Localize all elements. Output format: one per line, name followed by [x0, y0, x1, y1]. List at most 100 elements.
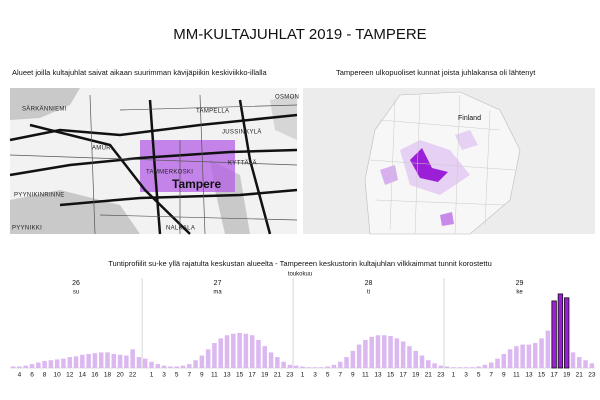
x-tick-label: 23 — [286, 372, 294, 379]
bar — [155, 364, 161, 368]
map-label: NALKALA — [166, 226, 195, 232]
x-tick-label: 20 — [116, 372, 124, 379]
bar — [86, 353, 91, 368]
x-tick-label: 11 — [513, 372, 520, 379]
day-label: 27 — [214, 280, 222, 287]
x-tick-label: 21 — [274, 372, 282, 379]
bar — [551, 300, 557, 369]
x-tick-label: 22 — [129, 372, 137, 379]
bar — [54, 359, 60, 368]
bar — [168, 366, 173, 368]
bar — [218, 338, 223, 368]
bar — [514, 346, 519, 368]
map-label: PYYNIKINRINNE — [14, 193, 65, 199]
bar — [174, 366, 179, 368]
bar — [337, 361, 343, 368]
bar — [501, 353, 507, 368]
bar — [249, 335, 255, 368]
bar — [256, 339, 261, 368]
bar — [577, 357, 582, 368]
x-tick-label: 23 — [437, 372, 445, 379]
page-title: MM-KULTAJUHLAT 2019 - TAMPERE — [173, 26, 426, 43]
bar — [67, 357, 73, 368]
bar — [545, 330, 551, 368]
bar — [451, 367, 456, 368]
map-label: PYYNIKKI — [12, 226, 42, 232]
bar — [344, 357, 349, 368]
bar — [205, 349, 211, 368]
bar — [463, 367, 469, 368]
map-label: OSMON — [275, 95, 299, 101]
x-tick-label: 11 — [211, 372, 218, 379]
x-tick-label: 12 — [66, 372, 74, 379]
bar — [394, 338, 400, 368]
bar — [444, 366, 450, 368]
bar — [306, 367, 312, 368]
bar — [507, 349, 513, 368]
bar — [10, 366, 16, 368]
x-tick-label: 9 — [351, 372, 355, 379]
bar — [275, 357, 280, 368]
weekday-label: ke — [516, 290, 523, 296]
bar — [136, 357, 142, 368]
x-tick-label: 6 — [30, 372, 34, 379]
x-tick-label: 21 — [576, 372, 584, 379]
x-tick-label: 19 — [261, 372, 269, 379]
bar — [193, 360, 198, 368]
x-tick-label: 15 — [236, 372, 244, 379]
bar — [293, 365, 299, 368]
bar — [105, 352, 110, 368]
bar — [212, 343, 217, 368]
x-tick-label: 16 — [91, 372, 99, 379]
bar — [388, 336, 393, 368]
x-tick-label: 5 — [477, 372, 481, 379]
x-tick-label: 17 — [249, 372, 257, 379]
city-map: SÄRKÄNNIEMI TAMPELLA OSMON JUSSINKYLÄ AM… — [9, 88, 299, 235]
x-tick-label: 8 — [43, 372, 47, 379]
bar — [98, 352, 104, 368]
bar — [375, 335, 381, 368]
bar — [539, 338, 544, 368]
map-label: AMURI — [92, 146, 113, 152]
month-label: toukokuu — [288, 272, 312, 278]
weekday-label: ma — [213, 290, 222, 296]
bar — [142, 358, 148, 368]
bar — [300, 366, 305, 368]
x-tick-label: 3 — [162, 372, 166, 379]
bar — [438, 365, 444, 368]
bar — [400, 341, 406, 368]
map-label: KYTTÄLÄ — [228, 160, 257, 167]
bar — [42, 360, 47, 368]
bar — [111, 353, 117, 368]
x-tick-label: 1 — [150, 372, 154, 379]
x-tick-label: 13 — [374, 372, 382, 379]
bar — [312, 367, 318, 368]
bar — [557, 293, 564, 369]
bar — [520, 344, 525, 368]
bar — [243, 333, 249, 368]
weekday-label: ti — [367, 290, 370, 296]
bar — [124, 355, 129, 368]
bar — [331, 364, 337, 368]
bar — [17, 366, 22, 368]
x-tick-label: 3 — [464, 372, 468, 379]
bar — [570, 352, 576, 368]
bar — [80, 354, 85, 368]
x-tick-label: 5 — [175, 372, 179, 379]
map-label: TAMMERKOSKI — [146, 170, 193, 176]
bar — [149, 361, 154, 368]
day-label: 29 — [516, 280, 524, 287]
bar — [224, 335, 230, 368]
bar — [526, 344, 532, 368]
bar — [199, 355, 205, 368]
x-tick-label: 5 — [326, 372, 330, 379]
map-label: TAMPELLA — [196, 109, 229, 115]
bar — [363, 339, 368, 368]
bar — [319, 367, 324, 368]
bar — [23, 365, 28, 368]
map-label: JUSSINKYLÄ — [222, 129, 262, 136]
x-tick-label: 14 — [79, 372, 87, 379]
bar — [92, 353, 98, 368]
bar — [325, 366, 330, 368]
weekday-label: su — [73, 290, 79, 296]
